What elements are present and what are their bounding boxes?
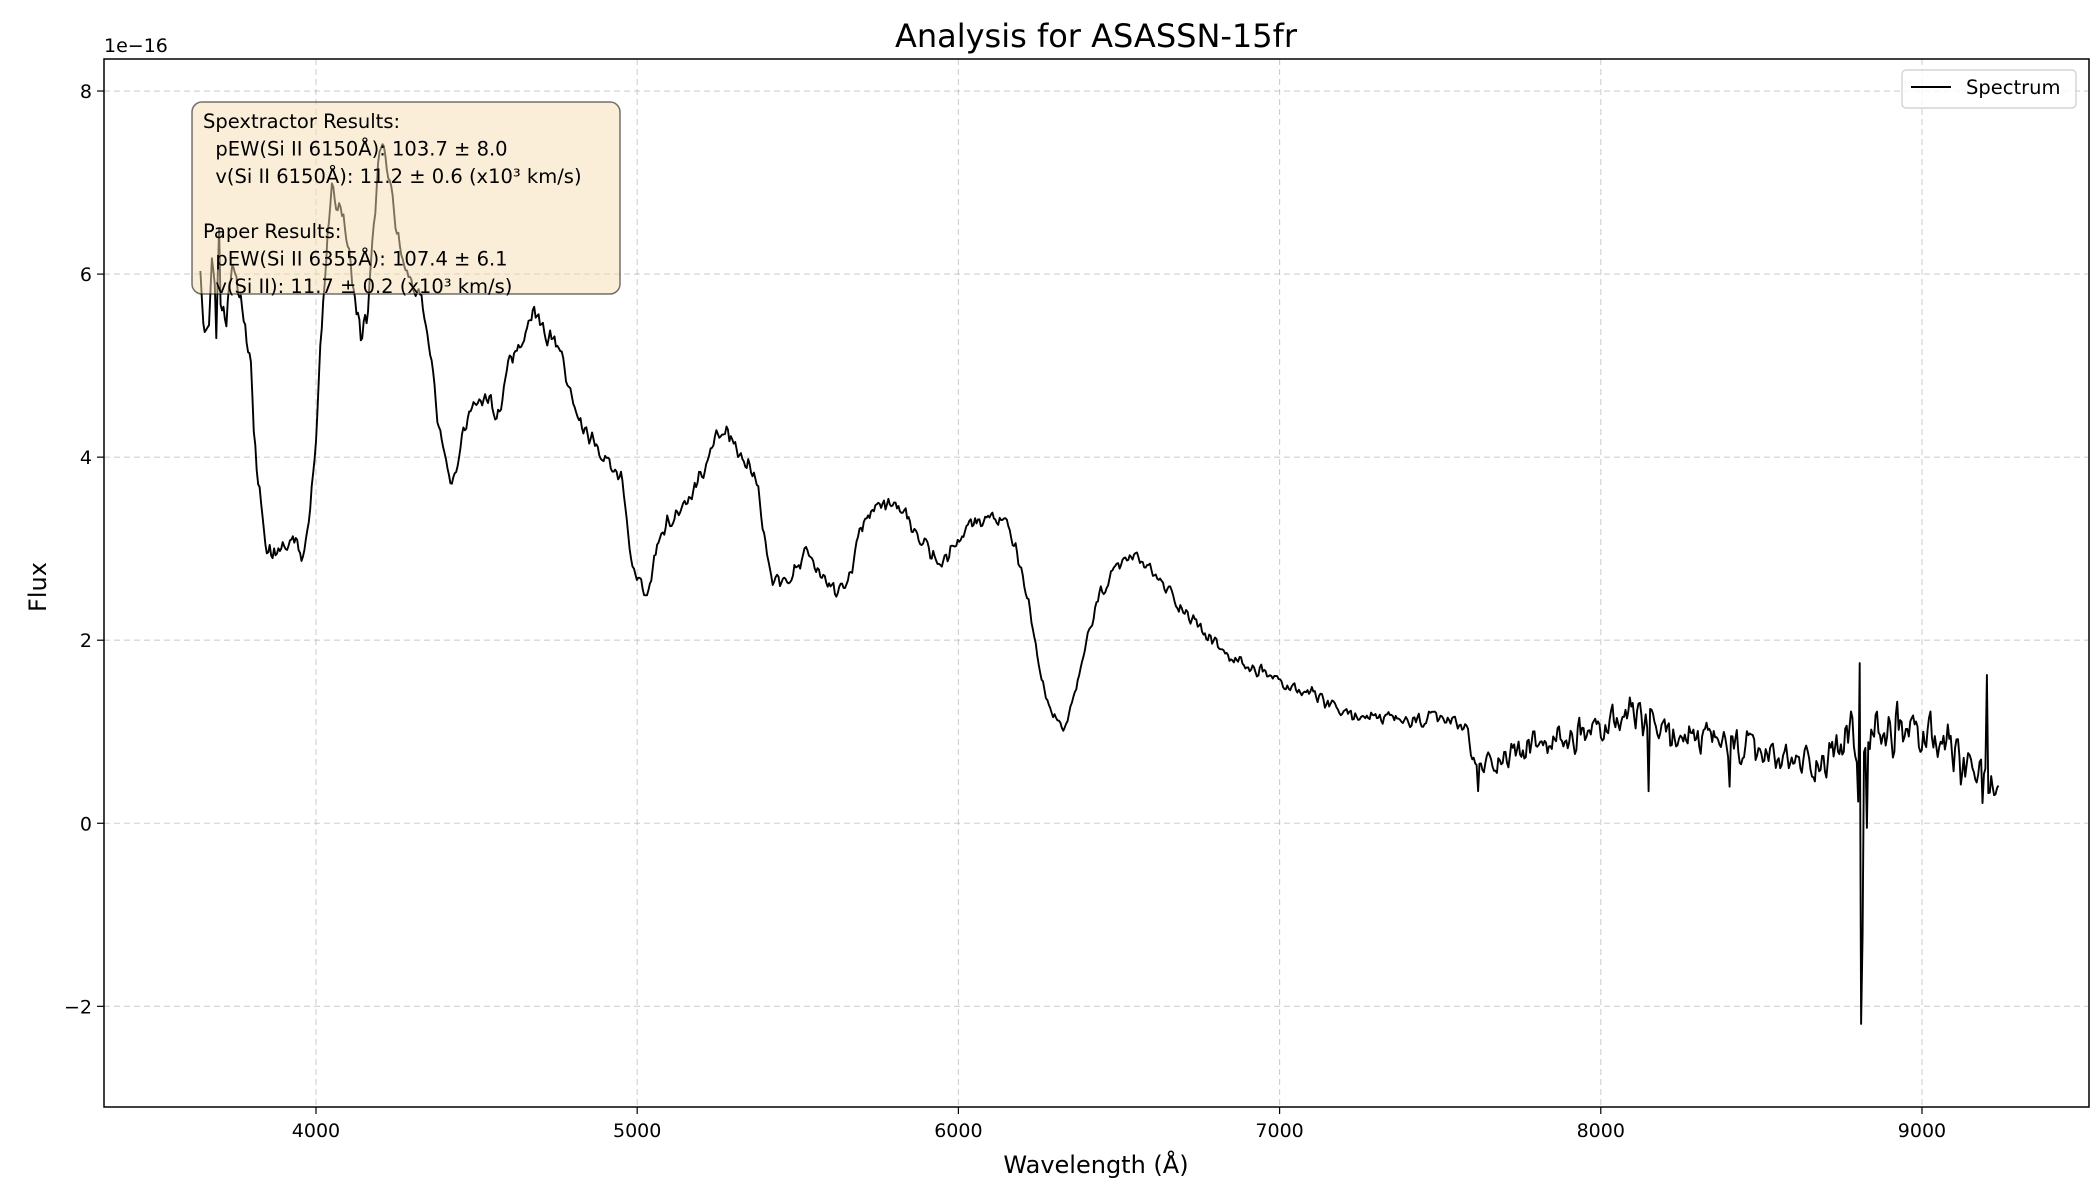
chart-title: Analysis for ASASSN-15fr	[895, 17, 1298, 55]
x-tick-label: 9000	[1898, 1120, 1946, 1142]
x-tick-label: 7000	[1255, 1120, 1303, 1142]
y-tick-label: 2	[80, 630, 92, 652]
annotation-background	[191, 101, 621, 295]
annotation-line: Spextractor Results:	[203, 110, 400, 133]
annotation-lines: Spextractor Results: pEW(Si II 6150Å): 1…	[203, 110, 582, 298]
legend-label-spectrum: Spectrum	[1966, 76, 2061, 99]
annotation-line: pEW(Si II 6150Å): 103.7 ± 8.0	[203, 138, 508, 161]
y-axis-offset-label: 1e−16	[104, 35, 168, 57]
spectrum-line	[199, 143, 2000, 1025]
y-tick-label: 6	[80, 264, 92, 286]
x-tick-label: 5000	[613, 1120, 661, 1142]
annotation-line: pEW(Si II 6355Å): 107.4 ± 6.1	[203, 248, 508, 271]
annotation-line: v(Si II): 11.7 ± 0.2 (x10³ km/s)	[203, 275, 512, 298]
legend-frame	[1901, 69, 2077, 109]
x-axis-label: Wavelength (Å)	[1003, 1150, 1188, 1179]
y-tick-label: 8	[80, 81, 92, 103]
y-tick-label: 0	[80, 813, 92, 835]
x-tick-label: 8000	[1577, 1120, 1625, 1142]
axes	[103, 58, 2090, 1108]
x-tick-label: 4000	[292, 1120, 340, 1142]
legend: Spectrum	[1901, 69, 2077, 109]
x-tick-label: 6000	[934, 1120, 982, 1142]
annotation-line: Paper Results:	[203, 220, 341, 243]
results-annotation-box: Spextractor Results: pEW(Si II 6150Å): 1…	[191, 101, 621, 298]
y-axis-label: Flux	[24, 562, 52, 612]
grid-lines	[104, 59, 2089, 1107]
y-tick-label: 4	[80, 447, 92, 469]
annotation-line: v(Si II 6150Å): 11.2 ± 0.6 (x10³ km/s)	[203, 165, 582, 188]
y-tick-label: −2	[64, 996, 92, 1018]
series-layer	[199, 143, 2000, 1025]
ticks: 4000 5000 6000 7000 8000 9000 −2 0 2 4 6 8	[64, 81, 1946, 1142]
plot-frame	[103, 58, 2090, 1108]
